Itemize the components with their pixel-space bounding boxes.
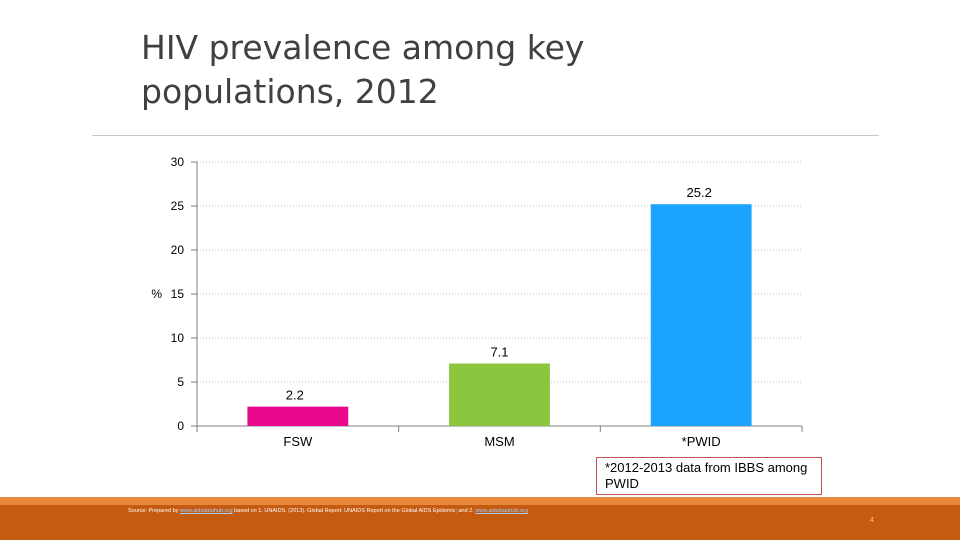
y-tick-label: 15 (171, 287, 185, 301)
y-tick-label: 10 (171, 331, 185, 345)
pwid-footnote: *2012-2013 data from IBBS among PWID (596, 457, 822, 495)
source-link-2[interactable]: www.aidsdatahub.org (475, 508, 528, 514)
source-text: Source: Prepared by www.aidsdatahub.org … (128, 508, 828, 514)
x-category-label: MSM (484, 434, 514, 449)
data-label: 7.1 (490, 345, 508, 360)
y-tick-label: 0 (177, 419, 184, 433)
bar-pwid (650, 204, 752, 426)
bar-fsw (247, 406, 349, 426)
slide-number: 4 (870, 517, 874, 524)
source-link-1[interactable]: www.aidsdatahub.org (179, 508, 233, 514)
source-prefix: Source: Prepared by (128, 508, 179, 514)
y-tick-label: 5 (177, 375, 184, 389)
title-divider (92, 135, 879, 136)
data-label: 2.2 (286, 388, 304, 403)
slide-title: HIV prevalence among key populations, 20… (141, 28, 585, 111)
source-middle: based on 1. UNAIDS. (2013). Global Repor… (234, 508, 474, 514)
y-axis-label: % (151, 287, 162, 301)
data-label: 25.2 (687, 185, 712, 200)
y-tick-label: 20 (171, 243, 185, 257)
x-category-label: FSW (283, 434, 313, 449)
x-category-label: *PWID (682, 434, 721, 449)
y-tick-label: 25 (171, 199, 185, 213)
y-tick-label: 30 (171, 155, 185, 169)
bar-msm (449, 363, 550, 426)
footer-bar (0, 497, 960, 540)
